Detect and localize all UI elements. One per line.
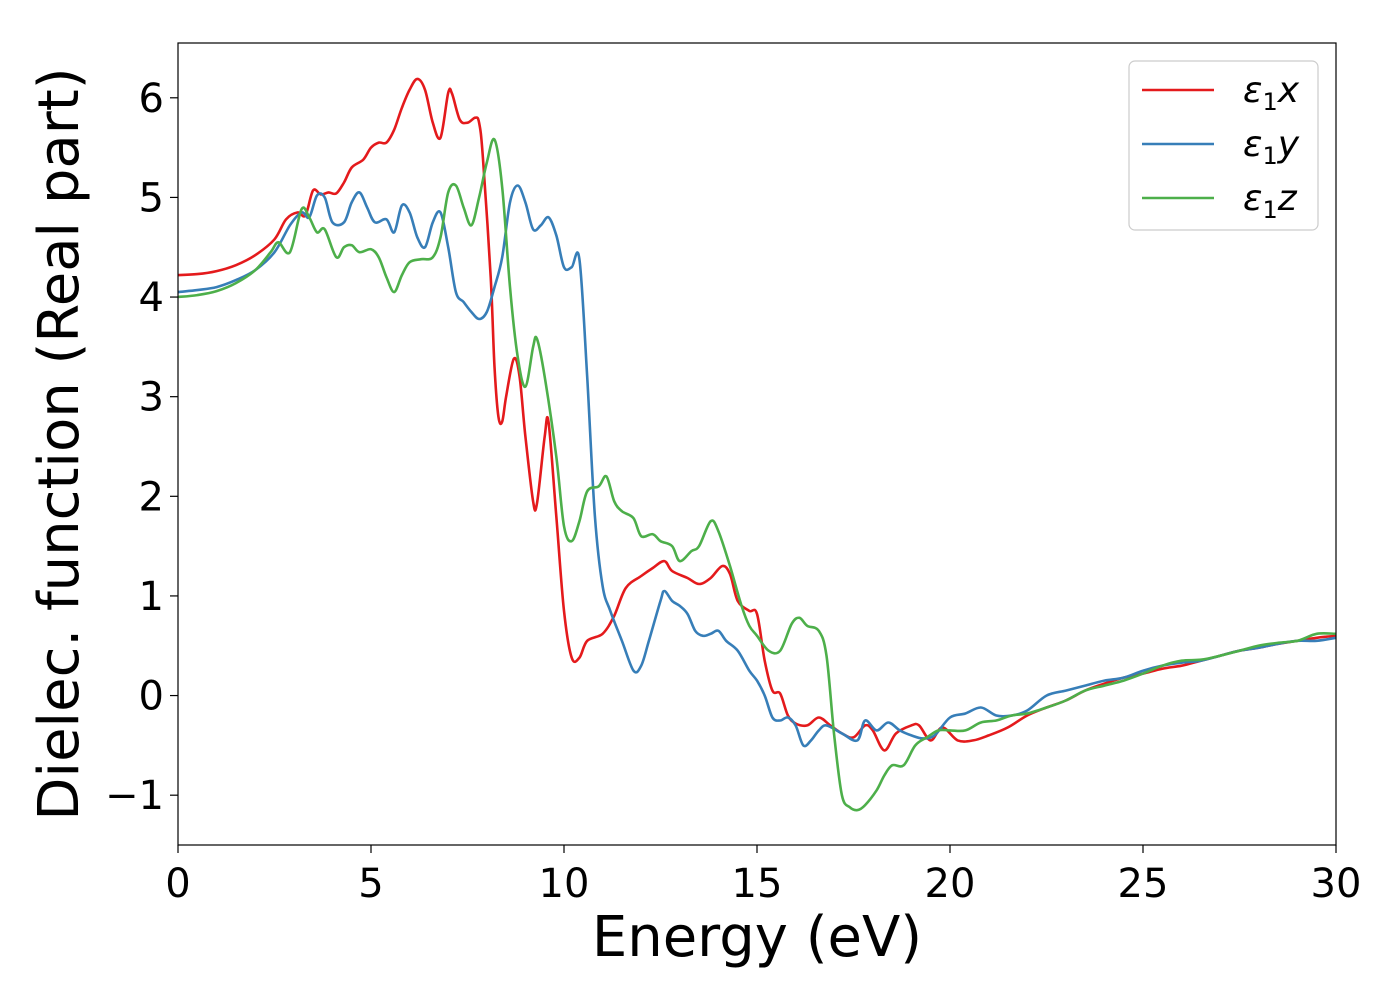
y-tick-label: 6 [139,76,164,122]
y-tick-label: 3 [139,375,164,421]
x-tick-label: 15 [732,861,783,907]
y-tick-label: 2 [139,474,164,520]
legend: ε1x ε1y ε1z [1128,60,1319,231]
series-line-z [178,137,1336,812]
y-tick-label: 1 [139,574,164,620]
legend-label-x: ε1x [1243,70,1300,116]
series-layer [178,77,1336,812]
x-tick-label: 10 [539,861,590,907]
x-tick-label: 5 [358,861,383,907]
x-axis-label: Energy (eV) [592,905,922,970]
y-tick-label: 5 [139,175,164,221]
legend-box [1128,60,1319,231]
y-tick-label: −1 [105,773,164,819]
x-tick-label: 20 [925,861,976,907]
series-line-x [178,77,1336,752]
x-tick-label: 25 [1118,861,1169,907]
y-tick-label: 0 [139,674,164,720]
legend-label-y: ε1y [1243,124,1300,170]
y-axis-label: Dielec. function (Real part) [27,67,92,820]
y-axis: −1 0 1 2 3 4 5 6 [105,76,178,819]
legend-label-z: ε1z [1243,178,1298,224]
x-tick-label: 30 [1311,861,1362,907]
y-tick-label: 4 [139,275,164,321]
x-tick-label: 0 [165,861,190,907]
x-axis: 0 5 10 15 20 25 30 [165,845,1361,907]
